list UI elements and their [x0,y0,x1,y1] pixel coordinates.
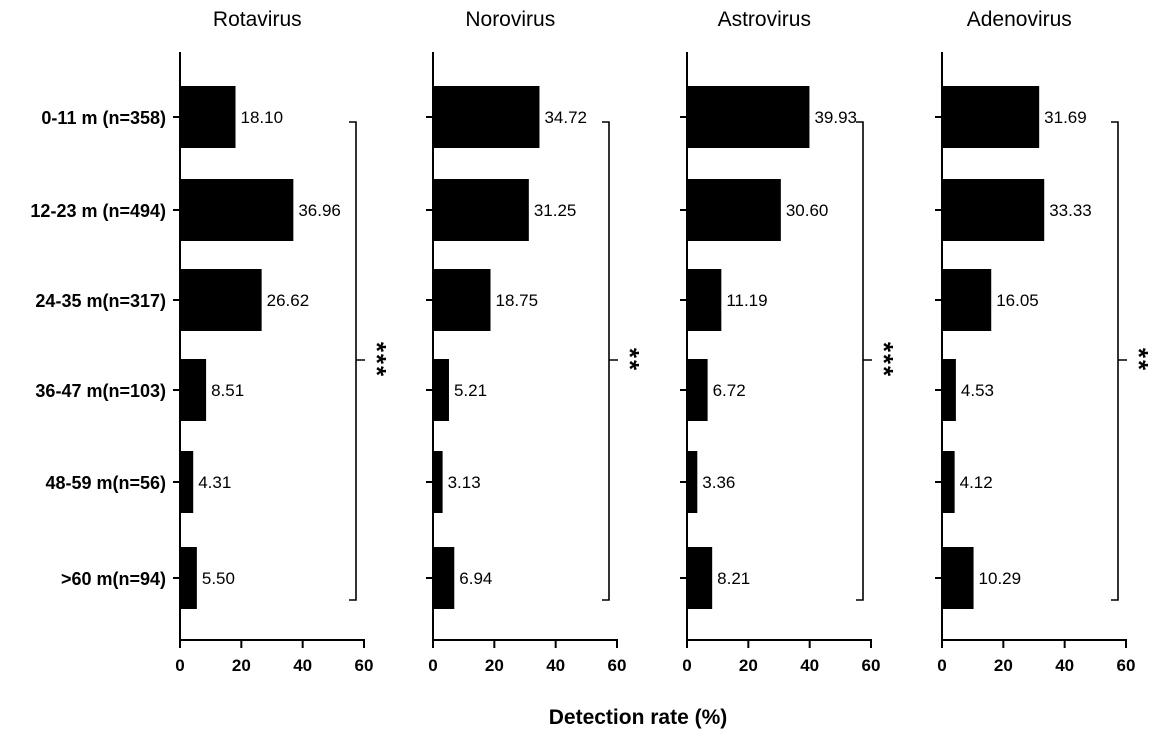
astrovirus-value-label: 3.36 [702,473,735,492]
astrovirus-bar [687,451,698,513]
norovirus-bar [433,359,449,421]
adenovirus-value-label: 16.05 [996,291,1039,310]
astrovirus-value-label: 30.60 [786,201,829,220]
adenovirus-value-label: 31.69 [1044,108,1087,127]
x-tick-label: 0 [937,656,946,675]
x-tick-label: 20 [485,656,504,675]
norovirus-value-label: 18.75 [496,291,539,310]
x-tick-label: 0 [175,656,184,675]
x-tick-label: 20 [232,656,251,675]
adenovirus-significance-stars: ** [1124,348,1154,372]
adenovirus-value-label: 4.53 [961,381,994,400]
norovirus-value-label: 34.72 [544,108,587,127]
rotavirus-bar [180,359,207,421]
astrovirus-panel-title: Astrovirus [718,8,811,31]
astrovirus-value-label: 11.19 [726,291,767,310]
x-tick-label: 40 [800,656,819,675]
norovirus-bar [433,86,540,148]
rotavirus-significance-stars: *** [362,342,392,378]
adenovirus-bar [942,451,955,513]
adenovirus-bar [942,269,992,331]
rotavirus-value-label: 36.96 [298,201,341,220]
astrovirus-bar [687,359,708,421]
category-label: 48-59 m(n=56) [45,473,166,493]
astrovirus-value-label: 6.72 [713,381,746,400]
rotavirus-bar [180,269,262,331]
astrovirus-significance-bracket [856,121,872,601]
adenovirus-value-label: 33.33 [1049,201,1092,220]
astrovirus-value-label: 39.93 [814,108,857,127]
astrovirus-bar [687,86,810,148]
x-tick-label: 20 [739,656,758,675]
norovirus-bar [433,269,491,331]
x-tick-label: 60 [862,656,881,675]
astrovirus-bar [687,547,713,609]
norovirus-value-label: 31.25 [534,201,577,220]
norovirus-value-label: 6.94 [459,569,492,588]
rotavirus-bar [180,547,197,609]
rotavirus-value-label: 4.31 [198,473,231,492]
astrovirus-significance-stars: *** [869,342,899,378]
rotavirus-value-label: 18.10 [241,108,284,127]
category-label: 36-47 m(n=103) [35,381,166,401]
rotavirus-value-label: 5.50 [202,569,235,588]
rotavirus-value-label: 8.51 [211,381,244,400]
x-axis-label: Detection rate (%) [549,706,728,729]
adenovirus-significance-bracket [1111,121,1127,601]
x-tick-label: 40 [293,656,312,675]
x-tick-label: 60 [355,656,374,675]
astrovirus-value-label: 8.21 [717,569,750,588]
astrovirus-bar [687,179,781,241]
norovirus-value-label: 5.21 [454,381,487,400]
x-tick-label: 40 [1055,656,1074,675]
norovirus-significance-bracket [602,121,618,601]
norovirus-value-label: 3.13 [448,473,481,492]
rotavirus-bar [180,86,236,148]
category-label: 0-11 m (n=358) [41,108,166,128]
adenovirus-bar [942,359,956,421]
category-label: 24-35 m(n=317) [35,291,166,311]
adenovirus-bar [942,179,1045,241]
norovirus-significance-stars: ** [615,348,645,372]
norovirus-bar [433,451,443,513]
rotavirus-bar [180,451,194,513]
rotavirus-panel-title: Rotavirus [213,8,302,31]
category-label: 12-23 m (n=494) [30,201,166,221]
x-tick-label: 20 [994,656,1013,675]
norovirus-bar [433,547,455,609]
x-tick-label: 60 [608,656,627,675]
norovirus-bar [433,179,529,241]
adenovirus-bar [942,86,1040,148]
adenovirus-bar [942,547,974,609]
x-tick-label: 0 [428,656,437,675]
astrovirus-bar [687,269,722,331]
norovirus-panel-title: Norovirus [465,8,555,31]
adenovirus-value-label: 4.12 [960,473,993,492]
category-label: >60 m(n=94) [61,569,166,589]
x-tick-label: 60 [1117,656,1136,675]
x-tick-label: 40 [546,656,565,675]
rotavirus-bar [180,179,294,241]
rotavirus-significance-bracket [349,121,365,601]
rotavirus-value-label: 26.62 [267,291,310,310]
adenovirus-panel-title: Adenovirus [967,8,1072,31]
adenovirus-value-label: 10.29 [979,569,1022,588]
x-tick-label: 0 [682,656,691,675]
